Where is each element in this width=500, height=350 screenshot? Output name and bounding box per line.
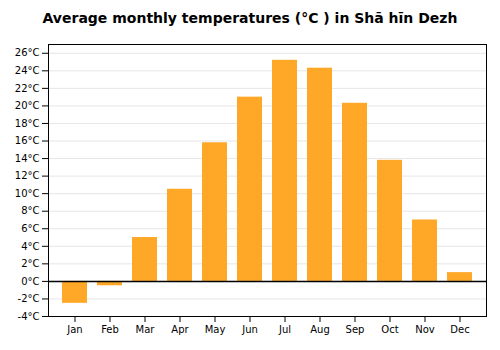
svg-text:22°C: 22°C [15, 83, 40, 94]
svg-text:Aug: Aug [310, 324, 330, 335]
svg-text:16°C: 16°C [15, 135, 40, 146]
svg-text:18°C: 18°C [15, 118, 40, 129]
svg-text:26°C: 26°C [15, 47, 40, 58]
svg-text:12°C: 12°C [15, 170, 40, 181]
svg-text:Feb: Feb [101, 324, 119, 335]
svg-text:6°C: 6°C [21, 223, 39, 234]
svg-text:8°C: 8°C [21, 205, 39, 216]
svg-text:Apr: Apr [171, 324, 189, 335]
svg-text:Oct: Oct [381, 324, 398, 335]
svg-text:Jan: Jan [66, 324, 82, 335]
svg-text:Jun: Jun [241, 324, 258, 335]
svg-text:14°C: 14°C [15, 153, 40, 164]
svg-text:May: May [205, 324, 226, 335]
svg-text:-4°C: -4°C [18, 311, 40, 322]
svg-text:Sep: Sep [346, 324, 365, 335]
svg-text:10°C: 10°C [15, 188, 40, 199]
svg-text:-2°C: -2°C [18, 293, 40, 304]
svg-text:24°C: 24°C [15, 65, 40, 76]
svg-text:Jul: Jul [278, 324, 291, 335]
svg-text:0°C: 0°C [21, 276, 39, 287]
svg-text:4°C: 4°C [21, 241, 39, 252]
html-text:Average monthly temperatures (: Average monthly temperatures (°C ) in Sh… [42, 10, 458, 26]
svg-text:20°C: 20°C [15, 100, 40, 111]
svg-text:Nov: Nov [415, 324, 435, 335]
svg-text:2°C: 2°C [21, 258, 39, 269]
svg-text:Dec: Dec [450, 324, 469, 335]
svg-text:Mar: Mar [136, 324, 156, 335]
